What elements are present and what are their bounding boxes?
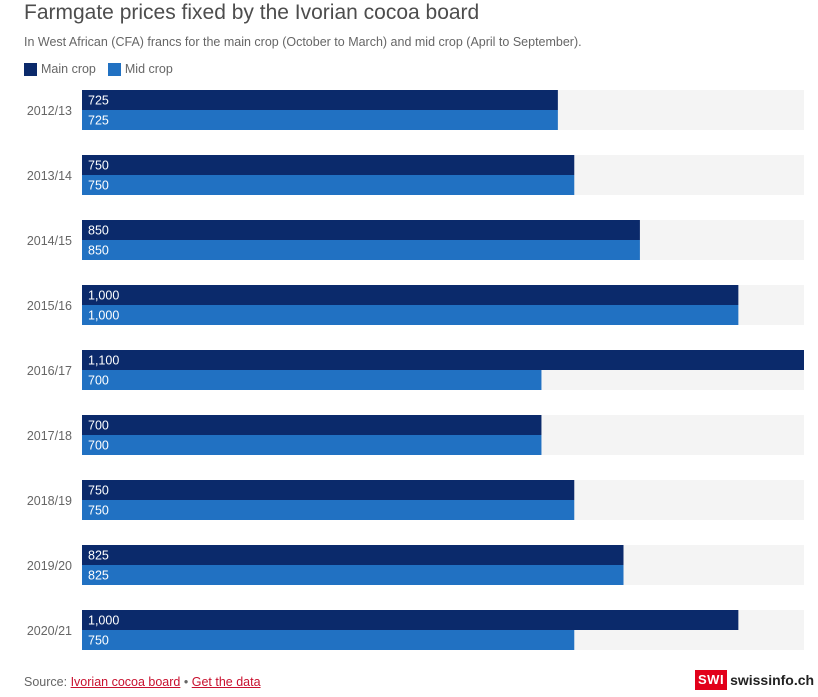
category-label: 2013/14	[27, 169, 72, 183]
data-label-mid: 725	[88, 114, 109, 128]
source-link[interactable]: Ivorian cocoa board	[70, 675, 181, 689]
legend-item-main: Main crop	[24, 62, 96, 76]
get-data-link[interactable]: Get the data	[191, 675, 261, 689]
category-label: 2016/17	[27, 364, 72, 378]
chart-subtitle: In West African (CFA) francs for the mai…	[24, 35, 582, 49]
data-label-main: 700	[88, 419, 109, 433]
data-label-main: 725	[88, 94, 109, 108]
data-label-main: 1,000	[88, 614, 119, 628]
data-label-main: 750	[88, 159, 109, 173]
bar-mid	[82, 240, 640, 260]
footer-separator: •	[183, 675, 189, 689]
category-label: 2018/19	[27, 494, 72, 508]
brand-logo[interactable]: SWI swissinfo.ch	[695, 670, 814, 690]
data-label-mid: 1,000	[88, 309, 119, 323]
legend-item-mid: Mid crop	[107, 62, 173, 76]
bar-main	[82, 220, 640, 240]
bar-mid	[82, 500, 575, 520]
data-label-mid: 700	[88, 439, 109, 453]
chart-title: Farmgate prices fixed by the Ivorian coc…	[24, 1, 480, 24]
legend-label-main: Main crop	[41, 62, 96, 76]
bar-main	[82, 90, 558, 110]
category-label: 2017/18	[27, 429, 72, 443]
category-label: 2019/20	[27, 559, 72, 573]
data-label-mid: 750	[88, 634, 109, 648]
bar-main	[82, 155, 575, 175]
category-label: 2015/16	[27, 299, 72, 313]
bar-mid	[82, 305, 739, 325]
source-label: Source:	[24, 675, 68, 689]
data-label-mid: 825	[88, 569, 109, 583]
bar-main	[82, 610, 739, 630]
bar-main	[82, 350, 804, 370]
bar-mid	[82, 565, 624, 585]
data-label-mid: 750	[88, 179, 109, 193]
legend-swatch-mid	[107, 62, 121, 76]
data-label-main: 825	[88, 549, 109, 563]
brand-logo-text: swissinfo.ch	[730, 672, 815, 688]
bar-main	[82, 545, 624, 565]
bar-mid	[82, 435, 542, 455]
data-label-main: 1,100	[88, 354, 119, 368]
legend-swatch-main	[24, 62, 37, 76]
data-label-main: 1,000	[88, 289, 119, 303]
category-label: 2014/15	[27, 234, 72, 248]
bar-mid	[82, 175, 575, 195]
category-label: 2012/13	[27, 104, 72, 118]
bar-main	[82, 480, 575, 500]
data-label-mid: 750	[88, 504, 109, 518]
legend: Main crop Mid crop	[24, 62, 185, 76]
bar-mid	[82, 370, 542, 390]
bar-main	[82, 285, 739, 305]
bar-chart: 2012/13 725 725 2013/14 750 750 2014/15 850 850 2…	[27, 90, 804, 650]
data-label-mid: 850	[88, 244, 109, 258]
legend-label-mid: Mid crop	[124, 62, 173, 76]
bar-mid	[82, 110, 558, 130]
data-label-mid: 700	[88, 374, 109, 388]
category-label: 2020/21	[27, 624, 72, 638]
data-label-main: 750	[88, 484, 109, 498]
data-label-main: 850	[88, 224, 109, 238]
bar-main	[82, 415, 542, 435]
footer: Source: Ivorian cocoa board • Get the da…	[24, 675, 261, 689]
bar-mid	[82, 630, 575, 650]
brand-logo-box: SWI	[695, 670, 728, 690]
